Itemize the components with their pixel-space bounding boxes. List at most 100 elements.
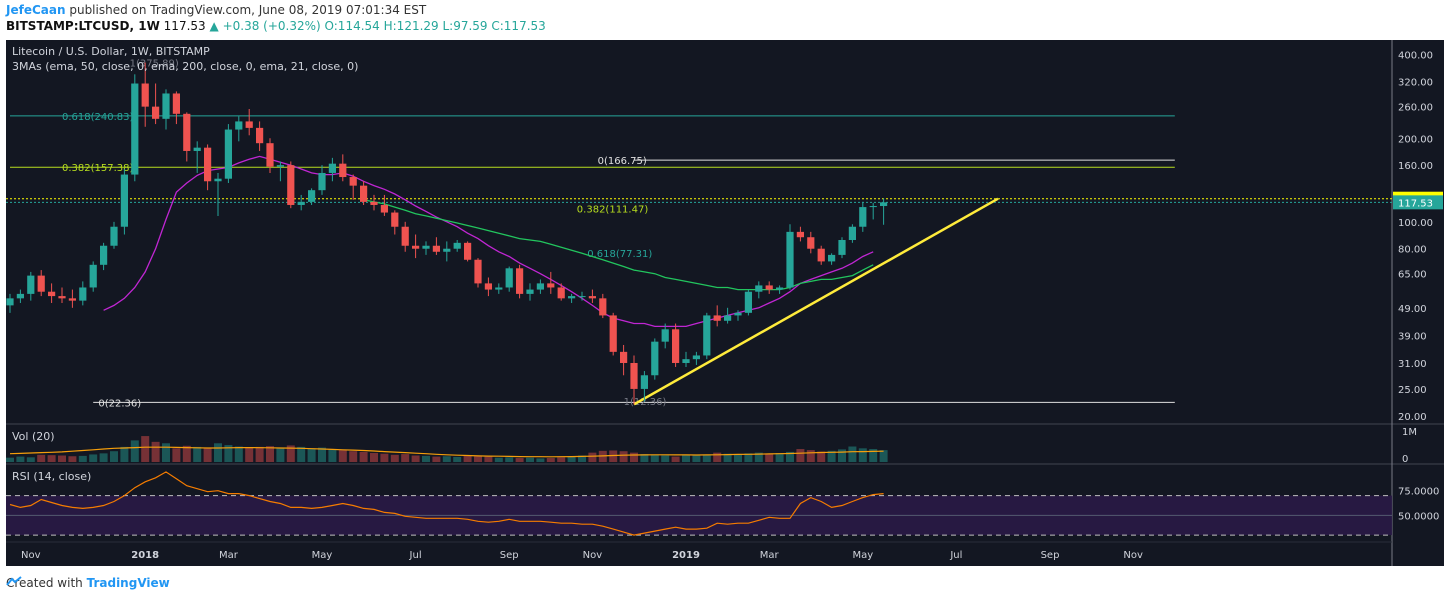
volume-bar: [453, 456, 462, 462]
volume-bar: [734, 454, 742, 462]
volume-bar: [713, 452, 722, 462]
candle-body: [703, 315, 711, 356]
candle-body: [287, 165, 295, 205]
trend-line: [633, 197, 999, 406]
volume-bar: [99, 453, 108, 462]
candle-body: [588, 296, 596, 299]
time-tick-label: Nov: [1123, 550, 1143, 561]
fib-label: 0(166.75): [598, 156, 647, 167]
author-link[interactable]: JefeCaan: [6, 3, 66, 17]
rsi-pane-label: RSI (14, close): [12, 470, 91, 483]
price-tick-label: 65.00: [1398, 270, 1427, 281]
fib-label: 0.382(157.38): [62, 163, 134, 174]
volume-bar: [494, 457, 503, 462]
candle-body: [755, 285, 763, 292]
candle-body: [744, 291, 752, 313]
price-tick-label: 25.00: [1398, 385, 1427, 396]
ohlc-values: O:114.54 H:121.29 L:97.59 C:117.53: [324, 19, 546, 33]
volume-bar: [786, 451, 794, 462]
volume-bar: [16, 456, 25, 462]
candle-body: [162, 93, 170, 119]
candle-body: [609, 315, 617, 352]
volume-bar: [266, 446, 274, 462]
volume-bar: [682, 454, 690, 462]
volume-bar: [120, 446, 129, 462]
candle-body: [48, 291, 56, 297]
volume-bar: [401, 454, 410, 462]
candle-body: [651, 341, 659, 376]
candle-body: [349, 177, 357, 186]
candle-body: [68, 298, 76, 301]
volume-bar: [162, 443, 170, 462]
candle-body: [339, 163, 347, 178]
candle-body: [89, 264, 97, 288]
candle-body: [474, 259, 482, 284]
candle-body: [328, 163, 336, 173]
volume-bar: [754, 452, 763, 462]
price-tick-label: 20.00: [1398, 412, 1427, 423]
candle-body: [786, 231, 794, 288]
time-tick-label: Sep: [500, 550, 519, 561]
volume-bar: [838, 449, 846, 462]
candle-body: [152, 106, 160, 119]
tradingview-brand[interactable]: TradingView: [86, 576, 170, 590]
volume-bar: [432, 456, 441, 462]
volume-bar: [557, 457, 566, 462]
fib-label: 0(22.36): [98, 398, 141, 409]
fib-label: 0.618(77.31): [587, 249, 652, 260]
candle-body: [807, 237, 815, 249]
candle-body: [432, 245, 440, 252]
candle-body: [422, 245, 430, 249]
chart-area[interactable]: 0.618(240.83) 0.382(157.38) 0(22.36) 0(166.…: [6, 40, 1444, 566]
candle-body: [27, 275, 35, 294]
candle-body: [692, 355, 700, 360]
volume-bar: [869, 449, 878, 462]
price-tick-label: 49.00: [1398, 304, 1427, 315]
candle-body: [578, 296, 586, 298]
symbol-label: BITSTAMP:LTCUSD, 1W: [6, 19, 160, 33]
volume-tick-label: 1M: [1402, 427, 1417, 438]
candle-body: [276, 165, 284, 167]
volume-bar: [484, 456, 493, 462]
candle-body: [214, 178, 222, 182]
time-tick-label: Sep: [1041, 550, 1060, 561]
chart-title: Litecoin / U.S. Dollar, 1W, BITSTAMP: [12, 45, 210, 58]
candle-body: [37, 275, 45, 292]
created-with-text: Created with: [6, 576, 83, 590]
candle-body: [620, 351, 628, 363]
volume-bar: [609, 450, 618, 462]
volume-bar: [286, 445, 295, 462]
candle-body: [630, 362, 638, 389]
volume-bar: [6, 457, 14, 462]
fib-label-muted: 1(12.36): [624, 397, 667, 408]
candle-body: [776, 287, 784, 290]
candle-body: [131, 83, 139, 175]
volume-bar: [692, 455, 701, 462]
candle-body: [516, 268, 524, 294]
ema50-line: [363, 199, 874, 291]
volume-bar: [744, 453, 753, 462]
candle-body: [661, 329, 669, 342]
candle-body: [172, 93, 180, 114]
volume-bar: [214, 443, 222, 462]
candle-body: [266, 143, 274, 167]
volume-bar: [848, 446, 857, 462]
volume-bar: [37, 454, 46, 462]
publish-text: published on TradingView.com, June 08, 2…: [69, 3, 427, 17]
volume-bar: [775, 453, 784, 462]
time-tick-label: Jul: [409, 550, 422, 561]
fib-label-muted: 1(375.89): [130, 58, 179, 69]
candle-body: [245, 121, 253, 128]
price-tick-label: 160.00: [1398, 161, 1433, 172]
volume-bar: [328, 449, 337, 462]
candle-body: [204, 147, 212, 182]
volume-bar: [661, 455, 670, 462]
publish-info: JefeCaan published on TradingView.com, J…: [6, 3, 426, 17]
candle-body: [526, 289, 534, 294]
candle-body: [536, 283, 544, 290]
candle-body: [495, 287, 503, 290]
candlestick-chart[interactable]: 0.618(240.83) 0.382(157.38) 0(22.36) 0(166.…: [6, 40, 1444, 566]
candle-body: [713, 315, 721, 321]
volume-bar: [515, 458, 524, 462]
candle-body: [183, 113, 191, 151]
